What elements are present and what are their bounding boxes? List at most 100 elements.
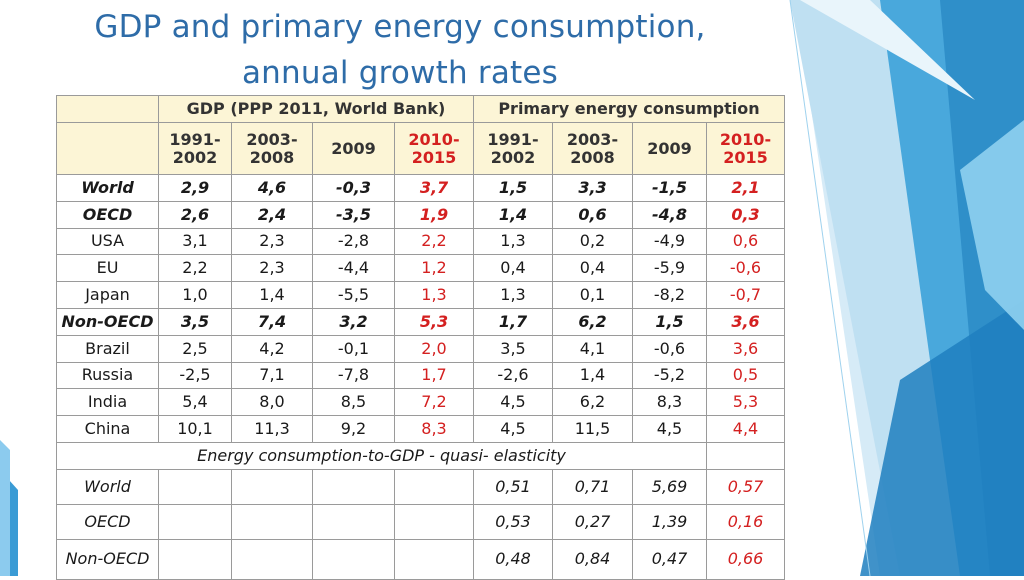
elasticity-value-cell: 0,48: [473, 538, 553, 580]
energy-value-cell: 3,3: [552, 174, 633, 202]
elasticity-value-cell: 0,84: [552, 538, 633, 580]
elasticity-label-row: Energy consumption-to-GDP - quasi- elast…: [56, 441, 785, 470]
gdp-value-cell: -3,5: [312, 200, 395, 229]
energy-value-cell: 0,6: [552, 200, 633, 229]
row-label: Non-OECD: [56, 307, 159, 336]
energy-value-cell: 1,4: [552, 361, 633, 390]
table-row: Brazil 2,5 4,2 -0,1 2,0 3,5 4,1 -0,6 3,6: [56, 334, 785, 363]
table-row: USA 3,1 2,3 -2,8 2,2 1,3 0,2 -4,9 0,6: [56, 227, 785, 256]
elasticity-value-cell: 0,27: [552, 503, 633, 540]
energy-value-cell: 11,5: [552, 415, 633, 443]
elasticity-value-cell: 0,53: [473, 503, 553, 540]
row-label: Japan: [56, 281, 159, 309]
energy-value-cell: 3,6: [706, 334, 785, 363]
energy-value-cell: -5,2: [632, 361, 707, 390]
energy-group-header: Primary energy consumption: [473, 95, 785, 123]
energy-value-cell: 6,2: [552, 307, 633, 336]
energy-period-header: 2010- 2015: [706, 122, 785, 175]
gdp-value-cell: 9,2: [312, 415, 395, 443]
energy-value-cell: 1,7: [473, 307, 553, 336]
energy-value-cell: 0,6: [706, 227, 785, 256]
gdp-value-cell: 3,1: [158, 227, 232, 256]
gdp-value-cell: 3,5: [158, 307, 232, 336]
energy-value-cell: -0,7: [706, 281, 785, 309]
gdp-value-cell: -5,5: [312, 281, 395, 309]
energy-value-cell: -4,8: [632, 200, 707, 229]
gdp-value-cell: 2,6: [158, 200, 232, 229]
gdp-value-cell: 1,0: [158, 281, 232, 309]
energy-value-cell: 0,3: [706, 200, 785, 229]
table-row: Russia -2,5 7,1 -7,8 1,7 -2,6 1,4 -5,2 0,5: [56, 361, 785, 390]
gdp-value-cell: -2,8: [312, 227, 395, 256]
table-row: China 10,1 11,3 9,2 8,3 4,5 11,5 4,5 4,4: [56, 415, 785, 443]
table-row: India 5,4 8,0 8,5 7,2 4,5 6,2 8,3 5,3: [56, 388, 785, 417]
energy-value-cell: -0,6: [632, 334, 707, 363]
period-line-2: 2008: [249, 147, 295, 167]
corner-cell: [56, 122, 159, 175]
energy-period-header: 1991- 2002: [473, 122, 553, 175]
period-line-1: 2010-: [719, 129, 772, 149]
energy-value-cell: 3,5: [473, 334, 553, 363]
energy-value-cell: 4,5: [473, 415, 553, 443]
period-line-1: 2009: [647, 138, 692, 158]
elasticity-value-cell: 0,16: [706, 503, 785, 540]
elasticity-body: World 0,51 0,71 5,69 0,57 OECD 0,53 0,27 1,39 0,1…: [56, 468, 785, 580]
energy-value-cell: 1,5: [473, 174, 553, 202]
growth-body: World 2,9 4,6 -0,3 3,7 1,5 3,3 -1,5 2,1 OECD 2,6 2,…: [56, 174, 785, 443]
energy-value-cell: 1,3: [473, 281, 553, 309]
period-line-1: 2009: [331, 138, 376, 158]
energy-value-cell: 1,3: [473, 227, 553, 256]
energy-value-cell: 1,4: [473, 200, 553, 229]
empty-cell: [158, 503, 232, 540]
gdp-value-cell: 4,6: [231, 174, 313, 202]
period-line-2: 2002: [172, 147, 218, 167]
row-label: World: [56, 468, 159, 505]
period-line-2: 2008: [570, 147, 615, 167]
table-row: World 2,9 4,6 -0,3 3,7 1,5 3,3 -1,5 2,1: [56, 174, 785, 202]
gdp-value-cell: 1,7: [394, 361, 474, 390]
elasticity-row: Non-OECD 0,48 0,84 0,47 0,66: [56, 538, 785, 580]
empty-cell: [394, 503, 474, 540]
energy-value-cell: 2,1: [706, 174, 785, 202]
table-row: OECD 2,6 2,4 -3,5 1,9 1,4 0,6 -4,8 0,3: [56, 200, 785, 229]
gdp-value-cell: -0,3: [312, 174, 395, 202]
empty-cell: [158, 538, 232, 580]
gdp-period-header: 2009: [312, 122, 395, 175]
gdp-value-cell: 2,2: [158, 254, 232, 283]
empty-cell: [158, 468, 232, 505]
elasticity-row: OECD 0,53 0,27 1,39 0,16: [56, 503, 785, 540]
page-title: GDP and primary energy consumption, annu…: [40, 4, 760, 96]
empty-cell: [312, 468, 395, 505]
period-line-2: 2015: [723, 147, 768, 167]
gdp-value-cell: 4,2: [231, 334, 313, 363]
row-label: China: [56, 415, 159, 443]
energy-value-cell: 4,1: [552, 334, 633, 363]
energy-value-cell: 5,3: [706, 388, 785, 417]
gdp-period-header: 2010- 2015: [394, 122, 474, 175]
energy-value-cell: 0,4: [473, 254, 553, 283]
elasticity-value-cell: 1,39: [632, 503, 707, 540]
gdp-value-cell: 2,0: [394, 334, 474, 363]
title-line-1: GDP and primary energy consumption,: [94, 9, 706, 45]
energy-value-cell: 0,1: [552, 281, 633, 309]
gdp-period-header: 1991- 2002: [158, 122, 232, 175]
energy-value-cell: 0,4: [552, 254, 633, 283]
gdp-value-cell: 8,3: [394, 415, 474, 443]
period-line-1: 2003-: [246, 129, 298, 149]
elasticity-value-cell: 0,71: [552, 468, 633, 505]
elasticity-value-cell: 5,69: [632, 468, 707, 505]
row-label: Russia: [56, 361, 159, 390]
gdp-group-header: GDP (PPP 2011, World Bank): [158, 95, 474, 123]
energy-value-cell: 1,5: [632, 307, 707, 336]
energy-value-cell: 0,5: [706, 361, 785, 390]
row-label: India: [56, 388, 159, 417]
energy-value-cell: -2,6: [473, 361, 553, 390]
gdp-value-cell: 2,3: [231, 227, 313, 256]
row-label: Non-OECD: [56, 538, 159, 580]
energy-period-header: 2009: [632, 122, 707, 175]
gdp-value-cell: 11,3: [231, 415, 313, 443]
gdp-period-header: 2003- 2008: [231, 122, 313, 175]
table-row: Japan 1,0 1,4 -5,5 1,3 1,3 0,1 -8,2 -0,7: [56, 281, 785, 309]
gdp-value-cell: 10,1: [158, 415, 232, 443]
gdp-value-cell: 5,3: [394, 307, 474, 336]
